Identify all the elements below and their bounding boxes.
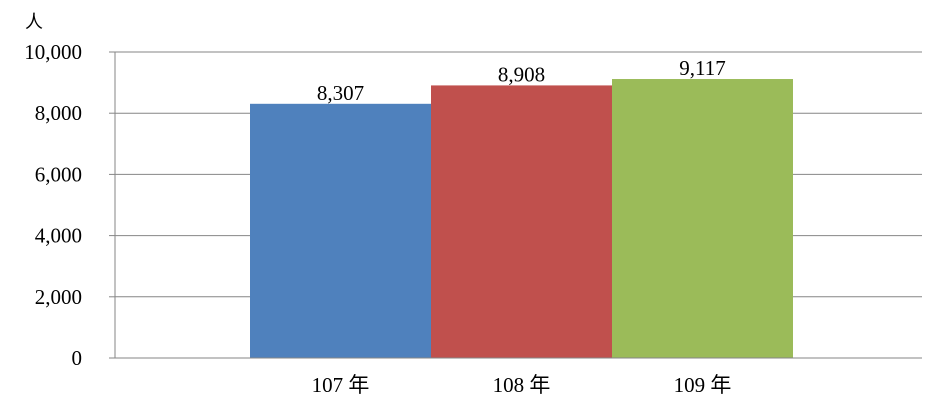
data-labels: 8,307 8,908 9,117 <box>317 56 726 105</box>
y-tick-label: 8,000 <box>35 101 82 125</box>
y-tick-labels: 0 2,000 4,000 6,000 8,000 10,000 <box>24 40 82 370</box>
data-label: 9,117 <box>679 56 725 80</box>
y-tick-label: 0 <box>72 346 83 370</box>
x-tick-label: 109 年 <box>674 373 732 397</box>
bar-3 <box>612 79 793 358</box>
y-tick-label: 2,000 <box>35 285 82 309</box>
x-tick-label: 108 年 <box>493 373 551 397</box>
axes <box>114 52 922 359</box>
bar-2 <box>431 85 612 359</box>
y-tick-label: 4,000 <box>35 224 82 248</box>
data-label: 8,908 <box>498 62 545 86</box>
bar-1 <box>250 103 431 358</box>
y-tick-label: 10,000 <box>24 40 82 64</box>
x-tick-label: 107 年 <box>312 373 370 397</box>
data-label: 8,307 <box>317 81 364 105</box>
y-tick-label: 6,000 <box>35 162 82 186</box>
bars <box>250 79 793 359</box>
y-axis-unit-label: 人 <box>25 12 43 33</box>
x-tick-labels: 107 年 108 年 109 年 <box>312 373 732 397</box>
